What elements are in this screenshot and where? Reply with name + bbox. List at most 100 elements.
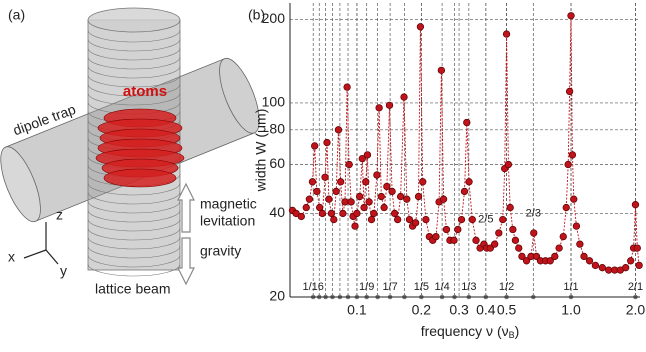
lattice-stripe: [87, 47, 181, 61]
data-point: [633, 244, 641, 252]
lattice-stripe: [87, 209, 181, 223]
atoms-label: atoms: [123, 83, 167, 100]
data-point: [419, 178, 427, 186]
data-point: [370, 209, 378, 218]
resonance-label: 1/2: [499, 281, 514, 293]
y-tick-label: 40: [269, 204, 285, 220]
data-point: [450, 236, 458, 244]
z-label: z: [56, 207, 63, 223]
data-point: [351, 222, 359, 230]
data-point: [522, 257, 531, 265]
resonance-label: 1/16: [302, 281, 323, 293]
data-point: [343, 83, 351, 91]
resonance-label: 1/5: [414, 281, 429, 293]
lattice-stripe: [87, 200, 181, 214]
data-point: [518, 252, 526, 261]
data-point: [400, 93, 408, 101]
data-point: [502, 30, 511, 38]
data-point: [396, 192, 405, 201]
data-point: [385, 101, 394, 110]
x-axis-label-main: frequency ν (ν: [421, 323, 509, 339]
lattice-label: lattice beam: [95, 281, 170, 297]
data-point: [414, 192, 423, 201]
data-point: [580, 252, 588, 261]
data-point: [405, 215, 414, 224]
x-axis-label-end: ): [515, 323, 520, 339]
data-point: [416, 23, 425, 31]
annotation: 2/5: [478, 214, 493, 226]
data-point: [365, 198, 373, 206]
data-line: [292, 15, 640, 271]
lattice-stripe: [87, 182, 181, 196]
data-point: [591, 261, 600, 270]
gravity-label: gravity: [200, 243, 241, 259]
data-point: [311, 142, 319, 150]
data-point: [323, 138, 331, 147]
y-tick-label: 80: [269, 121, 285, 137]
x-tick-label: 1.0: [561, 302, 581, 318]
data-point: [339, 209, 347, 218]
levitation-label: magnetic: [200, 196, 257, 212]
data-point: [332, 187, 340, 196]
data-point: [546, 257, 554, 265]
x-tick-label: 0.3: [449, 302, 469, 318]
data-point: [313, 187, 321, 196]
lattice-stripe: [87, 254, 181, 268]
data-point: [465, 178, 473, 186]
data-point: [362, 178, 370, 186]
plot: 20 40 60 80 100 200 0.1 0.2 0.3 0.4 0.5 1.0 2.0 1/16 1…: [262, 3, 645, 318]
y-tick-label: 200: [262, 10, 286, 26]
x-axis-label-sub: B: [509, 330, 515, 340]
annotation: 2/3: [526, 207, 541, 219]
data-point: [627, 257, 635, 265]
data-point: [437, 66, 446, 75]
data-point: [308, 178, 317, 186]
data-point: [495, 229, 503, 237]
y-tick-label: 60: [269, 155, 285, 171]
data-point: [367, 215, 376, 224]
data-point: [572, 222, 581, 230]
data-point: [302, 203, 310, 212]
x-tick-label: 0.2: [412, 302, 432, 318]
data-point: [576, 240, 584, 248]
data-point: [388, 187, 396, 196]
data-point: [321, 173, 329, 181]
data-point: [411, 219, 420, 227]
data-point: [432, 232, 440, 241]
panel-label: (a): [8, 7, 25, 23]
data-point: [460, 187, 469, 196]
data-point: [316, 203, 324, 212]
data-point: [377, 192, 385, 201]
data-point: [506, 203, 514, 212]
data-point: [568, 151, 577, 159]
coordinate-axes: [23, 222, 59, 265]
resonance-label: 1/4: [434, 281, 449, 293]
x-tick-label: 0.5: [497, 302, 517, 318]
data-point: [562, 203, 570, 212]
resonance-label: 2/1: [628, 281, 643, 293]
levitation-label: levitation: [200, 213, 255, 229]
data-point: [383, 182, 391, 191]
data-point: [380, 203, 388, 212]
data-point: [565, 87, 574, 96]
dipole-end: [0, 146, 41, 223]
data-point: [337, 178, 345, 186]
y-tick-label: 20: [269, 288, 285, 304]
data-point: [439, 195, 448, 203]
data-point: [504, 160, 513, 169]
data-point: [330, 215, 338, 224]
data-point: [373, 171, 381, 179]
data-point: [457, 215, 466, 224]
data-point: [555, 244, 563, 252]
data-point: [631, 201, 640, 209]
lattice-stripe: [87, 236, 181, 250]
data-point: [499, 215, 507, 224]
panel-a: (a) atoms dipole trap z x y magnetic lev…: [0, 7, 260, 297]
resonance-label: 1/1: [563, 281, 578, 293]
data-point: [353, 209, 361, 218]
data-point: [564, 160, 572, 169]
data-point: [598, 264, 606, 272]
resonance-label: 1/3: [461, 281, 476, 293]
lattice-stripe: [87, 218, 181, 232]
